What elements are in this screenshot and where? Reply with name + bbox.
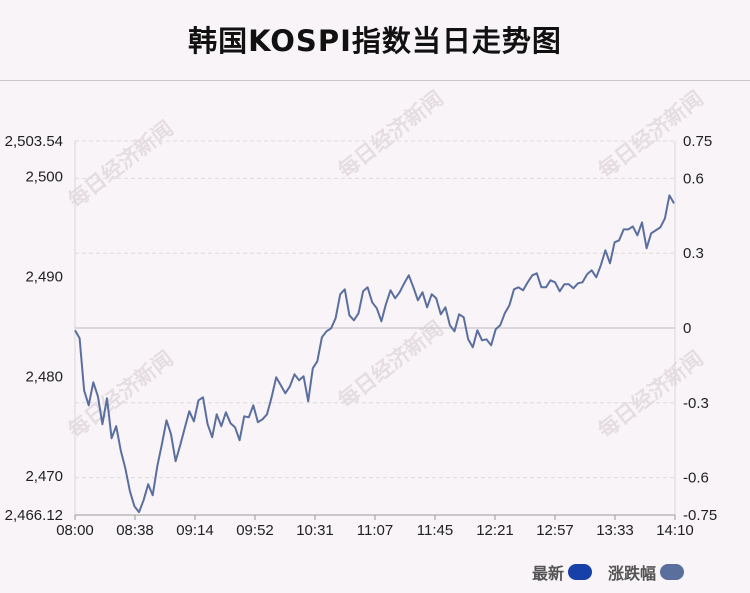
- x-tick-label: 11:07: [357, 522, 393, 539]
- y-right-tick-label: 0.6: [683, 170, 704, 187]
- series-layer: [74, 194, 675, 514]
- watermark-text: 每日经济新闻: [334, 86, 448, 182]
- y-right-tick-label: 0.75: [683, 133, 712, 150]
- x-tick-label: 12:57: [536, 522, 574, 539]
- y-left-tick-label: 2,480: [25, 368, 63, 385]
- y-left-tick-label: 2,503.54: [5, 133, 63, 150]
- y-right-tick-label: 0.3: [683, 245, 704, 262]
- watermark-text: 每日经济新闻: [64, 116, 178, 212]
- y-left-tick-label: 2,490: [25, 268, 63, 285]
- watermark-text: 每日经济新闻: [334, 316, 448, 412]
- x-tick-label: 11:45: [417, 522, 453, 539]
- legend: 最新 涨跌幅: [516, 560, 684, 584]
- y-left-tick-label: 2,500: [25, 168, 63, 185]
- x-tick-label: 08:38: [116, 522, 154, 539]
- legend-item-latest[interactable]: 最新: [532, 560, 592, 584]
- y-right-tick-label: -0.3: [683, 395, 709, 412]
- y-left-tick-label: 2,470: [25, 468, 63, 485]
- grid-lines: [75, 140, 675, 516]
- x-tick-label: 13:33: [596, 522, 634, 539]
- title-divider: [0, 80, 750, 81]
- x-tick-label: 08:00: [56, 522, 94, 539]
- chart-title: 韩国KOSPI指数当日走势图: [188, 24, 562, 58]
- series-line: [74, 194, 675, 514]
- y-right-tick-label: -0.75: [683, 507, 717, 524]
- legend-latest-swatch: [567, 564, 592, 580]
- x-tick-label: 12:21: [476, 522, 514, 539]
- x-tick-label: 09:52: [236, 522, 274, 539]
- y-right-tick-label: 0: [683, 320, 691, 337]
- legend-item-change[interactable]: 涨跌幅: [608, 560, 684, 584]
- y-left-tick-label: 2,466.12: [5, 507, 63, 524]
- y-right-tick-label: -0.6: [683, 470, 709, 487]
- legend-change-label: 涨跌幅: [607, 564, 656, 583]
- x-tick-label: 09:14: [176, 522, 214, 539]
- legend-latest-label: 最新: [531, 564, 564, 583]
- legend-change-swatch: [660, 564, 684, 580]
- x-tick-label: 10:31: [296, 522, 334, 539]
- tick-labels: 08:00 08:38 09:14 09:52 10:31 11:07 11:45 12:21…: [5, 133, 718, 539]
- x-tick-label: 14:10: [656, 522, 694, 539]
- axes: [74, 141, 676, 520]
